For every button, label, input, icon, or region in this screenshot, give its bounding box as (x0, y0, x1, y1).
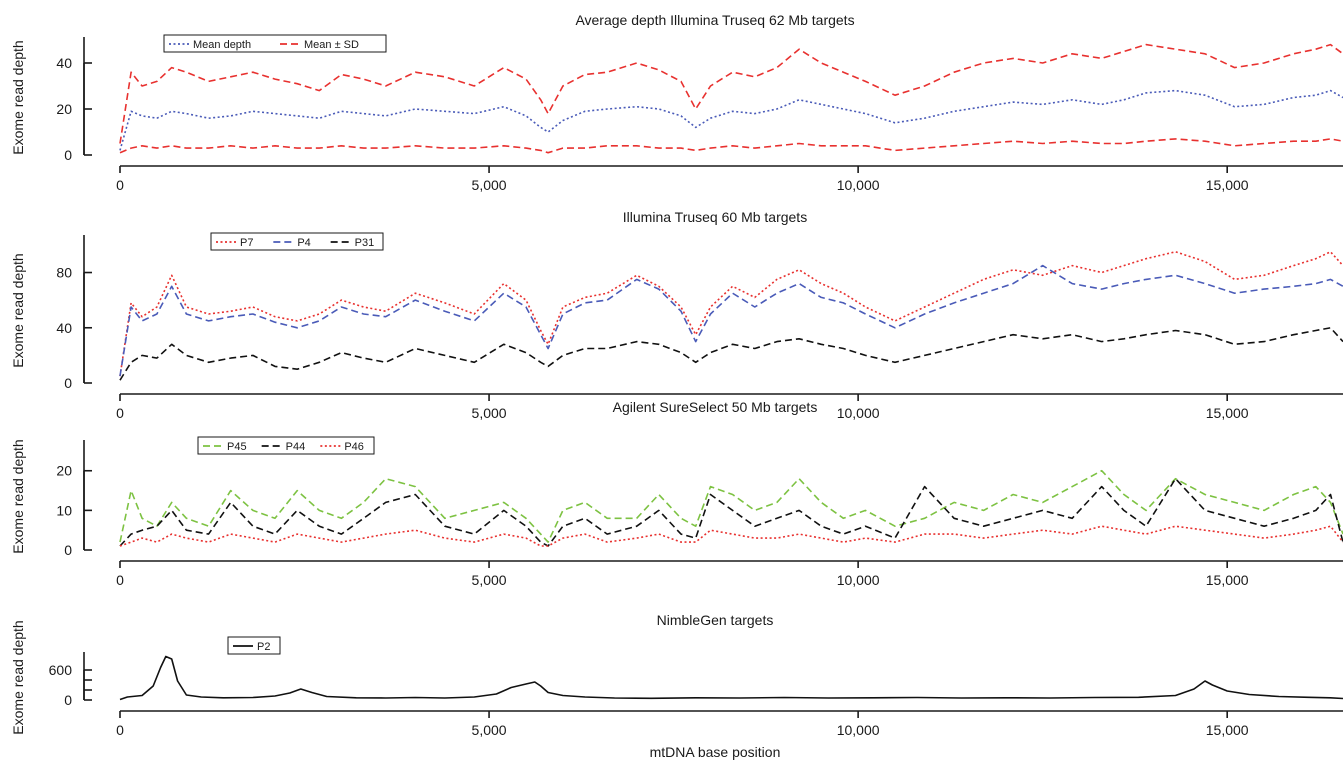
legend-label: P45 (227, 441, 247, 453)
chart-title: Agilent SureSelect 50 Mb targets (613, 399, 818, 415)
y-tick-label: 80 (56, 265, 72, 281)
chart-panel-4: NimbleGen targets Exome read depth 0 600 0 5,… (10, 612, 1343, 738)
series-line-p2 (119, 655, 1343, 701)
y-tick-label: 0 (64, 542, 72, 558)
chart-title: Illumina Truseq 60 Mb targets (623, 209, 807, 225)
legend-label: P4 (297, 237, 310, 249)
series-line-mean-depth (119, 89, 1343, 151)
legend: P7 P4 P31 (210, 232, 384, 251)
x-tick-label: 15,000 (1206, 572, 1249, 588)
y-axis-label: Exome read depth (10, 253, 26, 367)
x-tick-label: 10,000 (837, 722, 880, 738)
x-tick-label: 15,000 (1206, 177, 1249, 193)
y-tick-label: 20 (56, 463, 72, 479)
x-tick-label: 0 (116, 177, 124, 193)
x-tick-label: 0 (116, 405, 124, 421)
series-line-p4 (119, 264, 1343, 377)
y-tick-label: 0 (64, 692, 72, 708)
series-line-p45 (119, 469, 1343, 543)
series-line-p46 (119, 525, 1343, 547)
chart-panel-2: Illumina Truseq 60 Mb targets Exome read … (10, 209, 1343, 421)
legend-label: P7 (240, 237, 253, 249)
series-line-p44 (119, 477, 1343, 547)
y-tick-label: 10 (56, 502, 72, 518)
legend-label: Mean ± SD (304, 39, 359, 51)
legend-label: P46 (344, 441, 364, 453)
x-tick-label: 0 (116, 572, 124, 588)
legend: P2 (227, 636, 281, 655)
x-axis-label: mtDNA base position (650, 744, 781, 760)
series-line-lower-sd (119, 138, 1343, 154)
legend-label: Mean depth (193, 39, 251, 51)
y-tick-label: 0 (64, 147, 72, 163)
y-tick-label: 20 (56, 101, 72, 117)
y-tick-label: 40 (56, 320, 72, 336)
legend-box (197, 436, 375, 455)
x-tick-label: 0 (116, 722, 124, 738)
y-tick-label: 40 (56, 55, 72, 71)
x-tick-label: 5,000 (472, 572, 507, 588)
y-axis-label: Exome read depth (10, 439, 26, 553)
legend-box (210, 232, 384, 251)
x-tick-label: 10,000 (837, 177, 880, 193)
legend-label: P44 (286, 441, 306, 453)
chart-title: Average depth Illumina Truseq 62 Mb targ… (575, 12, 854, 28)
y-tick-label: 600 (49, 662, 73, 678)
series-line-mean-sd (119, 43, 1343, 144)
y-axis-label: Exome read depth (10, 40, 26, 154)
y-axis-label: Exome read depth (10, 620, 26, 734)
legend-label: P31 (355, 237, 375, 249)
x-tick-label: 15,000 (1206, 722, 1249, 738)
series-line-p7 (119, 251, 1343, 377)
y-tick-label: 0 (64, 375, 72, 391)
legend-box (163, 34, 387, 53)
x-tick-label: 5,000 (472, 177, 507, 193)
chart-panel-1: Average depth Illumina Truseq 62 Mb targ… (10, 12, 1343, 193)
x-tick-label: 15,000 (1206, 405, 1249, 421)
legend-box (227, 636, 281, 655)
legend: Mean depth Mean ± SD (163, 34, 387, 53)
series-line-p31 (119, 326, 1343, 381)
x-tick-label: 10,000 (837, 405, 880, 421)
chart-title: NimbleGen targets (657, 612, 774, 628)
x-tick-label: 5,000 (472, 405, 507, 421)
legend: P45 P44 P46 (197, 436, 375, 455)
x-tick-label: 5,000 (472, 722, 507, 738)
chart-panel-3: Agilent SureSelect 50 Mb targets Exome re… (10, 399, 1343, 588)
x-tick-label: 10,000 (837, 572, 880, 588)
legend-label: P2 (257, 641, 270, 653)
